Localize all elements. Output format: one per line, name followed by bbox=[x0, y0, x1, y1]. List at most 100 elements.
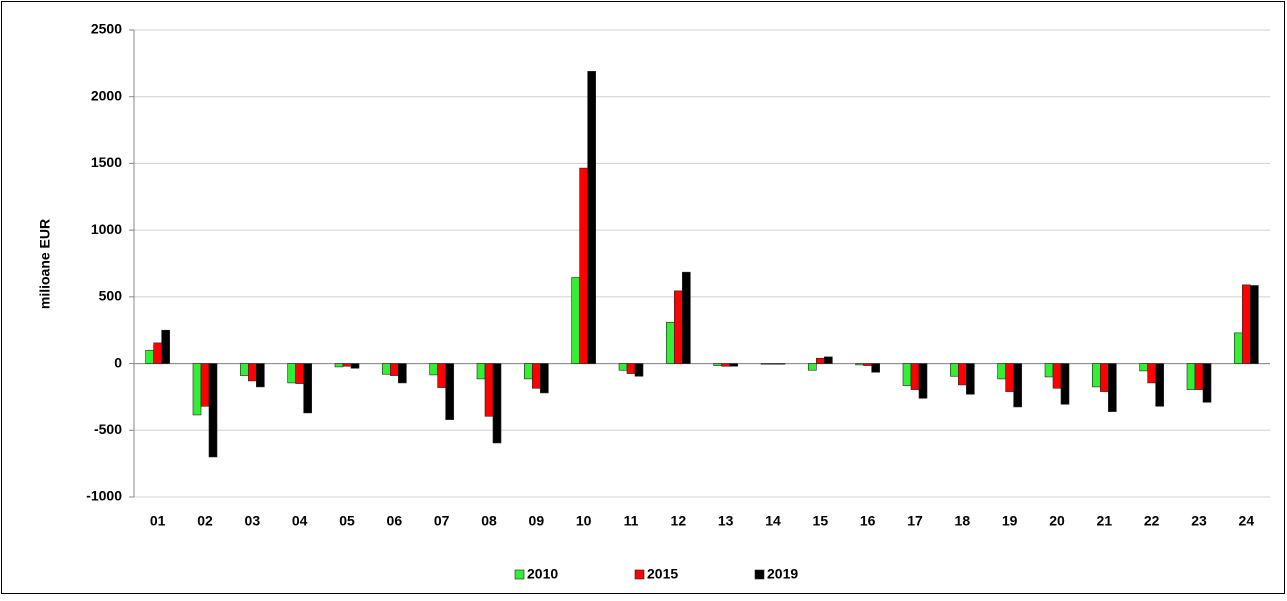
legend-swatch bbox=[634, 569, 645, 580]
x-tick-label: 12 bbox=[671, 513, 687, 529]
bar bbox=[871, 363, 880, 373]
x-tick-label: 17 bbox=[907, 513, 923, 529]
bar bbox=[579, 167, 588, 364]
bar bbox=[824, 356, 833, 364]
x-tick-label: 03 bbox=[245, 513, 261, 529]
bar bbox=[1242, 284, 1251, 364]
bar bbox=[571, 277, 580, 364]
x-tick-label: 04 bbox=[292, 513, 308, 529]
bar bbox=[1155, 363, 1164, 407]
y-tick-label: -1000 bbox=[86, 488, 122, 504]
bar bbox=[682, 271, 691, 364]
x-tick-label: 02 bbox=[197, 513, 213, 529]
bar bbox=[1052, 363, 1062, 389]
bar bbox=[634, 363, 644, 377]
bar bbox=[540, 363, 549, 394]
bar bbox=[666, 321, 675, 364]
bar bbox=[997, 363, 1006, 380]
bar bbox=[192, 363, 202, 416]
bar bbox=[145, 349, 154, 364]
bar bbox=[1108, 363, 1117, 412]
y-tick-label: 0 bbox=[114, 354, 122, 370]
bar bbox=[445, 363, 454, 420]
bar bbox=[1147, 363, 1156, 384]
bar bbox=[760, 363, 770, 365]
legend-label: 2019 bbox=[767, 566, 798, 582]
bar bbox=[287, 363, 296, 384]
y-tick-label: 500 bbox=[99, 288, 123, 304]
bar bbox=[1044, 363, 1054, 378]
y-tick-label: 2500 bbox=[91, 21, 122, 37]
bar bbox=[153, 342, 162, 364]
x-tick-label: 14 bbox=[765, 513, 781, 529]
bar bbox=[618, 363, 628, 371]
x-tick-label: 20 bbox=[1049, 513, 1065, 529]
bar bbox=[437, 363, 446, 388]
bar bbox=[918, 363, 928, 399]
y-tick-label: 1000 bbox=[91, 221, 122, 237]
bar bbox=[808, 363, 817, 371]
bar bbox=[240, 363, 249, 376]
bar bbox=[208, 363, 218, 458]
bar bbox=[950, 363, 959, 377]
bar bbox=[721, 363, 730, 367]
bar bbox=[1202, 363, 1212, 403]
bar bbox=[863, 363, 872, 366]
bar bbox=[1060, 363, 1070, 405]
x-tick-label: 09 bbox=[529, 513, 545, 529]
bar bbox=[248, 363, 257, 382]
bar bbox=[768, 363, 778, 365]
bar bbox=[334, 363, 344, 368]
bar bbox=[476, 363, 486, 380]
bar bbox=[1100, 363, 1109, 392]
x-tick-label: 15 bbox=[813, 513, 829, 529]
bar bbox=[390, 363, 399, 376]
bar bbox=[484, 363, 494, 417]
bar bbox=[587, 71, 596, 364]
x-tick-label: 08 bbox=[481, 513, 497, 529]
x-tick-label: 07 bbox=[434, 513, 450, 529]
x-tick-label: 05 bbox=[339, 513, 355, 529]
bar bbox=[729, 363, 738, 367]
bar bbox=[816, 357, 825, 364]
bar bbox=[958, 363, 967, 386]
bar bbox=[350, 363, 360, 369]
bar bbox=[398, 363, 407, 384]
bar bbox=[1005, 363, 1014, 392]
bar bbox=[342, 363, 352, 367]
x-tick-label: 18 bbox=[955, 513, 971, 529]
y-tick-label: 2000 bbox=[91, 87, 122, 103]
bar bbox=[1194, 363, 1204, 390]
bar bbox=[902, 363, 912, 386]
bar bbox=[1013, 363, 1022, 408]
bar bbox=[855, 363, 864, 366]
x-tick-label: 19 bbox=[1002, 513, 1018, 529]
bar bbox=[1234, 332, 1243, 364]
bar bbox=[492, 363, 502, 444]
bar bbox=[200, 363, 210, 407]
bar bbox=[161, 329, 170, 364]
bar bbox=[295, 363, 304, 384]
y-tick-label: 1500 bbox=[91, 154, 122, 170]
bar bbox=[966, 363, 975, 395]
x-tick-label: 22 bbox=[1144, 513, 1160, 529]
bar bbox=[256, 363, 265, 388]
x-tick-label: 24 bbox=[1239, 513, 1255, 529]
legend-label: 2015 bbox=[647, 566, 678, 582]
bar bbox=[674, 290, 683, 364]
bar bbox=[1092, 363, 1101, 388]
bar bbox=[910, 363, 920, 390]
x-tick-label: 23 bbox=[1191, 513, 1207, 529]
bar bbox=[532, 363, 541, 389]
bar bbox=[626, 363, 636, 374]
bar bbox=[713, 363, 722, 366]
y-tick-label: -500 bbox=[94, 421, 122, 437]
legend-label: 2010 bbox=[527, 566, 558, 582]
x-tick-label: 01 bbox=[150, 513, 166, 529]
x-tick-label: 10 bbox=[576, 513, 592, 529]
x-tick-label: 06 bbox=[387, 513, 403, 529]
x-tick-label: 11 bbox=[624, 513, 639, 529]
bar bbox=[303, 363, 312, 414]
